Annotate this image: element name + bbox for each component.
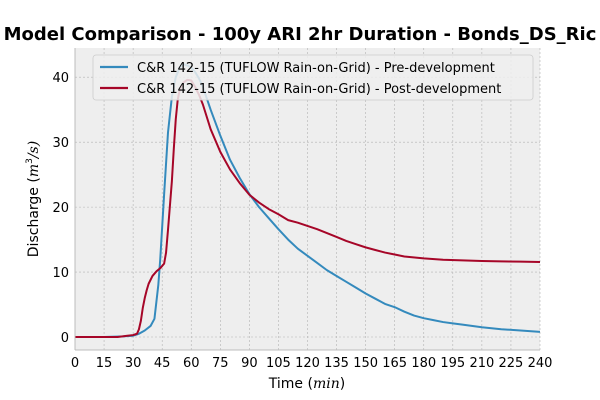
series-line-pre-development <box>75 63 541 339</box>
x-tick-labels: 0 15 30 45 60 75 90 105 120 135 150 165 180 195 210 225… <box>71 356 553 371</box>
series-line-post-development <box>75 78 541 339</box>
x-tick-label: 210 <box>469 356 494 371</box>
x-tick-label: 195 <box>440 356 465 371</box>
legend-label-post: C&R 142-15 (TUFLOW Rain-on-Grid) - Post-… <box>137 82 501 97</box>
x-tick-label: 90 <box>241 356 258 371</box>
y-tick-label: 40 <box>52 71 69 86</box>
y-axis-label-sup: 3 <box>25 158 35 164</box>
x-tick-label: 180 <box>411 356 436 371</box>
y-tick-label: 10 <box>52 266 69 281</box>
chart-title: Model Comparison - 100y ARI 2hr Duration… <box>4 24 597 45</box>
x-tick-label: 0 <box>71 356 79 371</box>
y-axis-label-unit: m <box>26 164 42 177</box>
x-tick-label: 135 <box>324 356 349 371</box>
x-tick-label: 75 <box>212 356 229 371</box>
x-tick-label: 240 <box>528 356 553 371</box>
x-axis-label-unit: min <box>313 376 340 392</box>
legend: C&R 142-15 (TUFLOW Rain-on-Grid) - Pre-d… <box>92 54 534 101</box>
x-axis-label-close: ) <box>340 376 345 392</box>
y-axis-label-text: Discharge ( <box>26 177 42 257</box>
y-tick-label: 0 <box>61 331 69 346</box>
x-tick-label: 105 <box>266 356 291 371</box>
y-axis-label: Discharge (m3/s) <box>25 141 42 257</box>
x-axis-label-text: Time ( <box>268 376 313 392</box>
y-tick-label: 30 <box>52 136 69 151</box>
y-axis-label-unit-tail: /s) <box>26 141 42 160</box>
x-axis-label: Time (min) <box>268 376 345 392</box>
x-tick-label: 120 <box>295 356 320 371</box>
x-tick-label: 150 <box>353 356 378 371</box>
x-tick-label: 30 <box>125 356 142 371</box>
x-tick-label: 225 <box>499 356 524 371</box>
x-tick-label: 60 <box>183 356 200 371</box>
legend-label-pre: C&R 142-15 (TUFLOW Rain-on-Grid) - Pre-d… <box>137 61 495 76</box>
x-tick-label: 165 <box>382 356 407 371</box>
series-lines <box>75 63 541 339</box>
y-tick-labels: 0 10 20 30 40 <box>52 71 69 346</box>
x-tick-label: 45 <box>154 356 171 371</box>
x-tick-label: 15 <box>96 356 113 371</box>
legend-box <box>92 54 534 101</box>
y-tick-label: 20 <box>52 201 69 216</box>
